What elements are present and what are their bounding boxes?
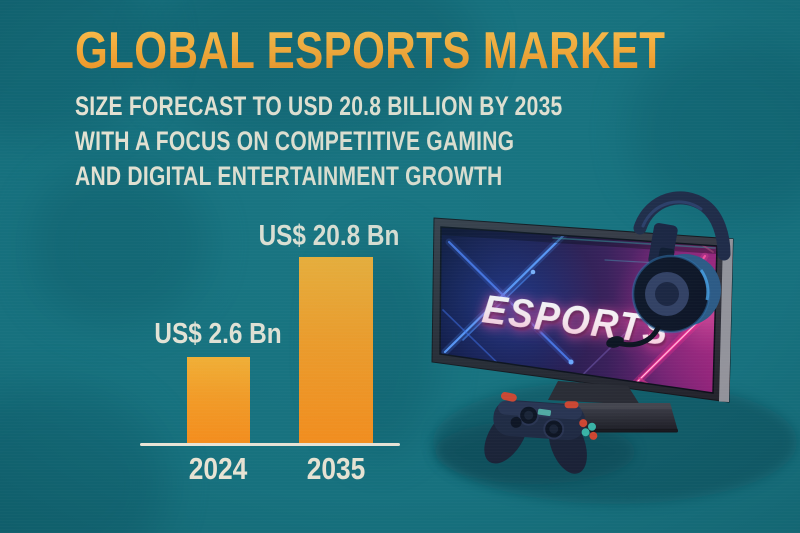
bar-2035 xyxy=(299,257,373,443)
circuit-dot xyxy=(530,269,536,275)
bar-value-label-2024: US$ 2.6 Bn xyxy=(154,318,282,350)
market-bar-chart: US$ 20.8 Bn US$ 2.6 Bn 2024 2035 xyxy=(140,220,400,490)
screen-border xyxy=(439,226,718,394)
headset xyxy=(606,191,731,348)
face-button xyxy=(588,422,597,431)
shoulder-button-left xyxy=(500,391,517,402)
face-button xyxy=(579,419,588,428)
subtitle-line-1: SIZE FORECAST TO USD 20.8 BILLION BY 203… xyxy=(75,91,563,121)
headset-mic xyxy=(606,336,624,348)
bar-2024 xyxy=(187,357,250,443)
x-tick-label-2035: 2035 xyxy=(306,451,366,486)
page-title: GLOBAL ESPORTS MARKET xyxy=(75,22,666,80)
circuit-dot xyxy=(584,220,590,226)
face-button xyxy=(589,431,598,440)
shoulder-button-right xyxy=(564,401,579,409)
map-texture-blob xyxy=(630,40,800,220)
circuit-dot xyxy=(568,359,574,365)
face-button xyxy=(581,428,590,437)
bar-value-label-2035: US$ 20.8 Bn xyxy=(258,220,400,252)
subtitle-line-3: AND DIGITAL ENTERTAINMENT GROWTH xyxy=(75,161,503,191)
monitor-side-edge xyxy=(719,238,733,402)
headset-band xyxy=(633,191,731,261)
subtitle-line-2: WITH A FOCUS ON COMPETITIVE GAMING xyxy=(75,126,515,156)
game-controller xyxy=(484,391,598,474)
controller-display xyxy=(537,408,552,417)
subtitle: SIZE FORECAST TO USD 20.8 BILLION BY 203… xyxy=(75,89,562,194)
gaming-setup-illustration: ESPORTS xyxy=(431,191,797,504)
x-axis-line xyxy=(140,443,400,446)
x-tick-label-2024: 2024 xyxy=(188,451,248,486)
dpad xyxy=(510,416,522,428)
map-texture-blob xyxy=(30,165,210,325)
